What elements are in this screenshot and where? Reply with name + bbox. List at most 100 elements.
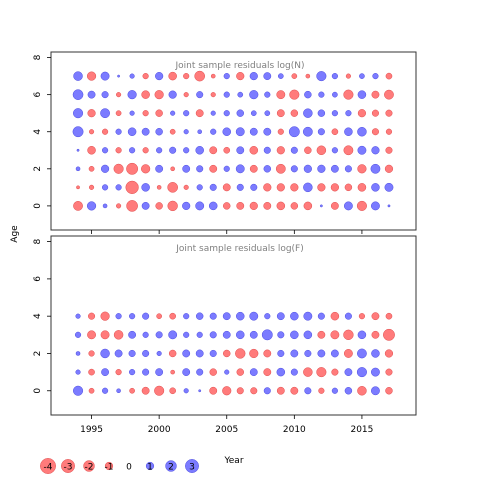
residual-bubble <box>73 108 84 119</box>
residual-bubble <box>263 183 272 192</box>
residual-bubble <box>155 72 164 81</box>
legend-bubble <box>104 461 114 471</box>
residual-bubble <box>263 387 271 395</box>
residual-bubble <box>222 386 232 396</box>
residual-bubble <box>276 90 286 100</box>
residual-bubble <box>113 163 124 174</box>
residual-bubble <box>250 110 257 117</box>
residual-bubble <box>290 386 299 395</box>
residual-bubble <box>155 164 164 173</box>
residual-bubble <box>72 89 84 100</box>
residual-bubble <box>129 313 136 320</box>
residual-bubble <box>154 90 164 100</box>
residual-bubble <box>210 110 216 116</box>
residual-bubble <box>331 147 338 154</box>
residual-bubble <box>344 368 353 377</box>
residual-bubble <box>129 110 135 116</box>
residual-bubble <box>170 166 175 172</box>
residual-bubble <box>318 387 325 394</box>
residual-bubble <box>88 129 95 135</box>
residual-bubble <box>236 72 245 81</box>
residual-bubble <box>155 368 164 377</box>
residual-bubble <box>156 147 163 154</box>
residual-bubble <box>142 368 150 376</box>
panel-bottom-bubbles <box>73 311 395 396</box>
residual-bubble <box>343 145 354 156</box>
residual-bubble <box>170 110 176 116</box>
residual-bubble <box>264 313 271 320</box>
residual-bubble <box>249 72 258 81</box>
legend-label: -2 <box>85 463 94 473</box>
residual-bubble <box>357 109 367 118</box>
residual-bubble <box>113 330 124 340</box>
residual-bubble <box>223 202 231 210</box>
residual-bubble <box>330 201 339 210</box>
panel-bottom: Joint sample residuals log(F) 0 2 4 6 8 1995… <box>33 235 417 435</box>
residual-bubble <box>169 128 176 135</box>
residual-bubble <box>125 180 139 194</box>
residual-bubble <box>182 201 191 210</box>
residual-bubble <box>223 110 230 117</box>
residual-bubble <box>371 90 380 99</box>
residual-bubble <box>209 386 218 395</box>
residual-bubble <box>126 200 138 212</box>
residual-bubble <box>101 368 109 377</box>
residual-bubble <box>102 203 108 209</box>
residual-bubble <box>331 110 338 117</box>
residual-bubble <box>263 368 272 377</box>
residual-bubble <box>116 388 121 394</box>
residual-bubble <box>330 311 340 321</box>
residual-bubble <box>357 90 367 99</box>
residual-bubble <box>169 387 176 395</box>
residual-bubble <box>235 311 245 321</box>
panel-bottom-y-tick-label: 8 <box>33 238 43 244</box>
residual-bubble <box>168 349 177 358</box>
residual-bubble <box>141 386 150 395</box>
residual-bubble <box>344 183 353 192</box>
residual-bubble <box>291 73 298 79</box>
residual-bubble <box>385 109 393 117</box>
residual-bubble <box>235 348 246 359</box>
residual-bubble <box>290 183 299 192</box>
residual-bubble <box>86 201 97 211</box>
residual-bubble <box>290 146 298 154</box>
residual-bubble <box>76 185 80 190</box>
residual-bubble <box>356 200 367 211</box>
residual-bubble <box>128 349 136 357</box>
residual-bubble <box>142 331 149 338</box>
residual-bubble <box>115 184 122 191</box>
residual-bubble <box>194 70 205 82</box>
residual-bubble <box>263 146 271 154</box>
panel-top-x-axis <box>91 230 363 234</box>
residual-bubble <box>73 71 83 81</box>
residual-bubble <box>290 109 299 117</box>
residual-bubble <box>183 92 189 98</box>
residual-bubble <box>183 388 189 394</box>
residual-bubble <box>317 109 326 117</box>
legend-bubble <box>61 459 75 473</box>
residual-bubble <box>249 368 258 377</box>
residual-bubble <box>73 201 83 211</box>
residual-bubble <box>331 128 339 136</box>
residual-bubble <box>141 127 150 136</box>
residual-bubble <box>303 367 313 377</box>
residual-bubble <box>332 91 338 98</box>
residual-bubble <box>290 330 299 340</box>
residual-bubble <box>100 108 110 119</box>
panel-bottom-x-tick-label: 2015 <box>350 425 373 435</box>
residual-bubble <box>235 127 245 137</box>
residual-bubble <box>210 73 216 79</box>
residual-bubble <box>155 202 163 210</box>
residual-bubble <box>87 330 96 340</box>
residual-bubble <box>224 369 230 375</box>
residual-bubble <box>249 330 258 339</box>
residual-bubble <box>195 201 205 211</box>
residual-bubble <box>141 90 150 99</box>
residual-bubble <box>277 331 285 339</box>
residual-bubble <box>167 182 178 193</box>
residual-bubble <box>345 73 351 79</box>
residual-bubble <box>127 90 137 100</box>
residual-bubble <box>101 184 109 191</box>
panel-bottom-x-tick-label: 2000 <box>148 425 171 435</box>
residual-bubble <box>249 164 258 173</box>
